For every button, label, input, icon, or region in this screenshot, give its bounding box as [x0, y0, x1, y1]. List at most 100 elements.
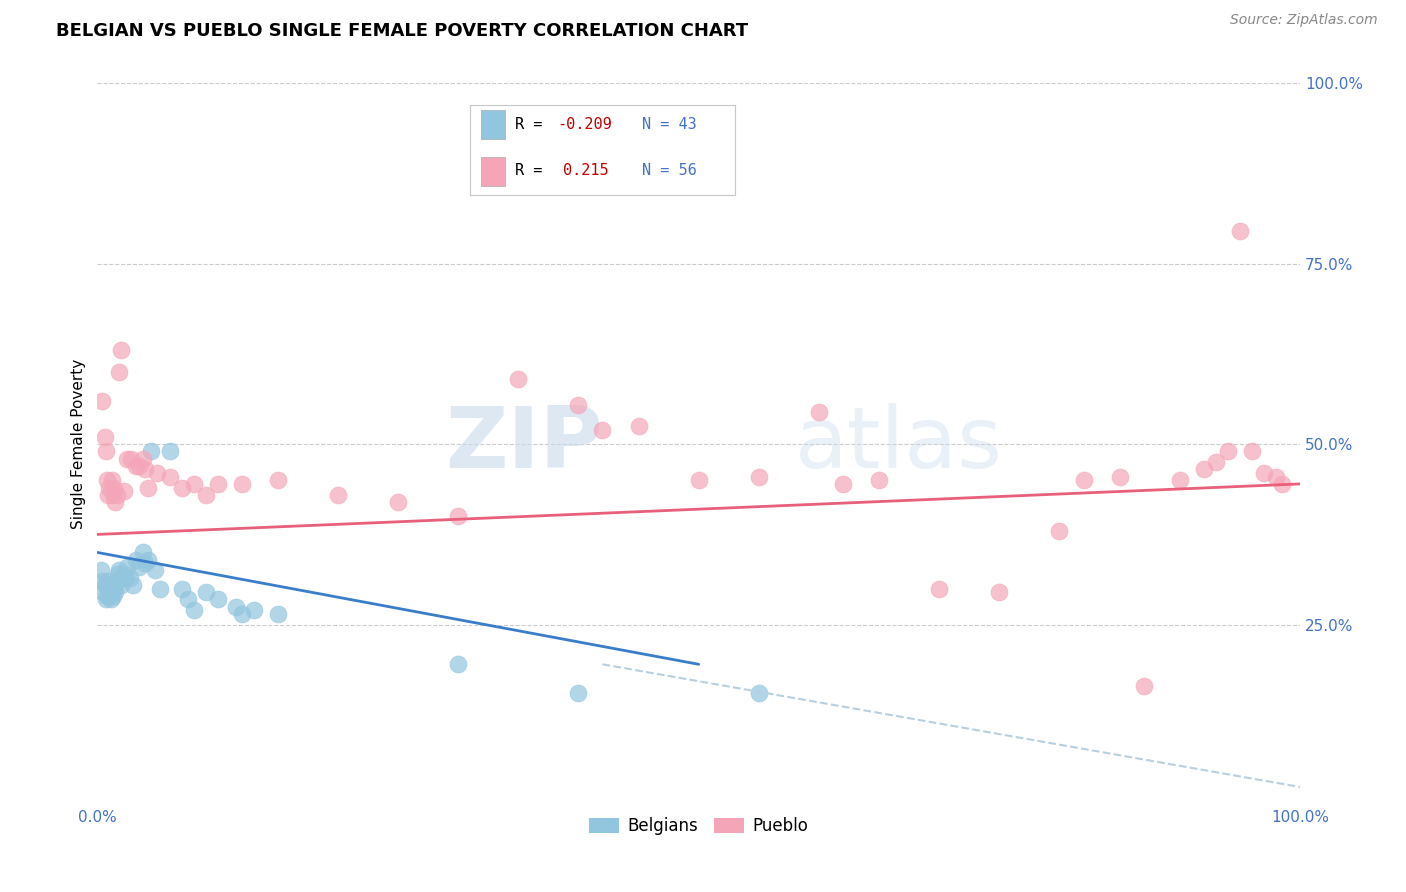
Point [447, 509, 470, 524]
Point [868, 473, 890, 487]
Point [103, 481, 125, 495]
Text: ZIP: ZIP [444, 402, 603, 486]
Point [1216, 444, 1239, 458]
Point [1108, 469, 1130, 483]
Point [125, 458, 148, 473]
Point [97, 574, 120, 589]
Point [170, 582, 193, 596]
Point [101, 585, 124, 599]
Point [1265, 469, 1288, 483]
Point [141, 444, 163, 458]
Point [136, 552, 159, 566]
Point [104, 585, 127, 599]
Point [110, 343, 132, 358]
Point [1168, 473, 1191, 487]
Point [101, 589, 124, 603]
Point [688, 473, 710, 487]
Legend: Belgians, Pueblo: Belgians, Pueblo [581, 809, 817, 844]
Point [748, 469, 770, 483]
Point [183, 603, 205, 617]
Point [122, 578, 145, 592]
Point [115, 571, 138, 585]
Point [120, 451, 142, 466]
Point [91, 393, 114, 408]
Point [103, 582, 125, 596]
Point [627, 419, 650, 434]
Point [225, 599, 247, 614]
Point [93, 430, 115, 444]
Point [149, 582, 172, 596]
Point [132, 451, 155, 466]
Point [104, 495, 127, 509]
Point [101, 473, 124, 487]
Text: atlas: atlas [794, 402, 1002, 486]
Point [1132, 679, 1154, 693]
Point [807, 405, 830, 419]
Point [508, 372, 530, 386]
Point [91, 574, 114, 589]
Point [159, 469, 181, 483]
Point [176, 592, 198, 607]
Point [93, 585, 115, 599]
Point [194, 585, 217, 599]
Point [112, 567, 135, 582]
Point [98, 578, 121, 592]
Point [1192, 462, 1215, 476]
Point [1271, 477, 1294, 491]
Point [134, 556, 156, 570]
Point [387, 495, 409, 509]
Point [112, 484, 135, 499]
Point [125, 552, 148, 566]
Point [183, 477, 205, 491]
Point [97, 488, 120, 502]
Point [159, 444, 181, 458]
Text: BELGIAN VS PUEBLO SINGLE FEMALE POVERTY CORRELATION CHART: BELGIAN VS PUEBLO SINGLE FEMALE POVERTY … [56, 22, 748, 40]
Point [1049, 524, 1071, 538]
Point [146, 466, 169, 480]
Point [96, 589, 118, 603]
Point [90, 564, 112, 578]
Point [1253, 466, 1275, 480]
Point [988, 585, 1011, 599]
Point [143, 564, 166, 578]
Point [105, 574, 128, 589]
Point [117, 560, 139, 574]
Point [118, 571, 141, 585]
Point [93, 578, 115, 592]
Point [1073, 473, 1095, 487]
Point [98, 481, 121, 495]
Point [108, 564, 131, 578]
Point [207, 592, 229, 607]
Point [748, 686, 770, 700]
Point [267, 473, 290, 487]
Point [132, 545, 155, 559]
Point [567, 686, 589, 700]
Point [105, 488, 128, 502]
Point [242, 603, 264, 617]
Text: Source: ZipAtlas.com: Source: ZipAtlas.com [1230, 13, 1378, 28]
Point [96, 473, 118, 487]
Point [108, 365, 131, 379]
Point [101, 488, 124, 502]
Point [592, 423, 614, 437]
Point [94, 592, 117, 607]
Point [136, 481, 159, 495]
Point [832, 477, 855, 491]
Point [170, 481, 193, 495]
Point [231, 607, 253, 621]
Y-axis label: Single Female Poverty: Single Female Poverty [72, 359, 86, 529]
Point [231, 477, 253, 491]
Point [110, 578, 132, 592]
Point [107, 567, 129, 582]
Point [1229, 224, 1251, 238]
Point [117, 451, 139, 466]
Point [447, 657, 470, 672]
Point [267, 607, 290, 621]
Point [928, 582, 950, 596]
Point [94, 444, 117, 458]
Point [567, 398, 589, 412]
Point [1240, 444, 1263, 458]
Point [1205, 455, 1227, 469]
Point [128, 560, 150, 574]
Point [134, 462, 156, 476]
